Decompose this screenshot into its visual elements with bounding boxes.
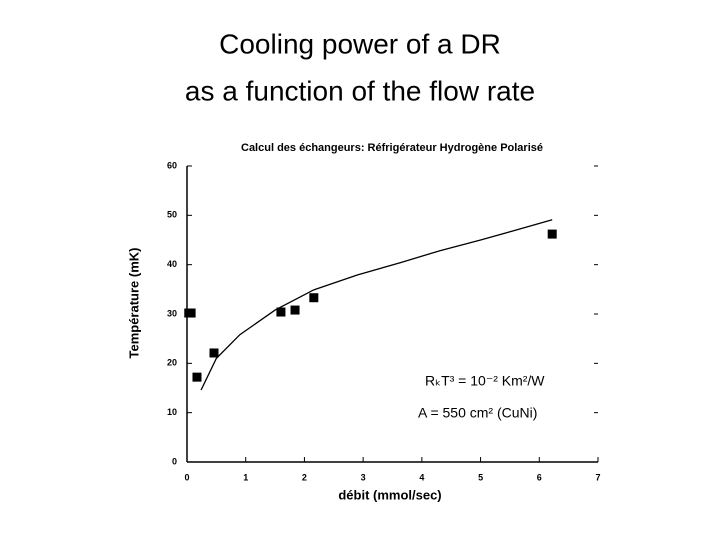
slide-title: Cooling power of a DR [219, 28, 501, 59]
x-tick-label: 0 [184, 472, 189, 482]
y-axis-label: Température (mK) [126, 247, 141, 358]
x-tick-label: 2 [302, 472, 307, 482]
y-tick-label: 0 [172, 456, 177, 466]
data-point [547, 229, 557, 239]
y-tick-label: 60 [167, 160, 177, 170]
x-tick-label: 4 [419, 472, 424, 482]
y-tick-label: 40 [167, 259, 177, 269]
annotation: A = 550 cm² (CuNi) [418, 405, 537, 421]
data-point [209, 348, 219, 358]
y-tick-label: 10 [167, 407, 177, 417]
slide-title: as a function of the flow rate [185, 75, 535, 106]
x-tick-label: 1 [243, 472, 248, 482]
x-tick-label: 5 [478, 472, 483, 482]
chart-title: Calcul des échangeurs: Réfrigérateur Hyd… [241, 142, 543, 154]
data-point [186, 308, 196, 318]
x-tick-label: 7 [595, 472, 600, 482]
data-point [290, 305, 300, 315]
data-point [192, 372, 202, 382]
y-tick-label: 30 [167, 308, 177, 318]
fit-curve [200, 219, 553, 391]
annotation: RₖT³ = 10⁻² Km²/W [425, 373, 545, 389]
y-tick-label: 50 [167, 210, 177, 220]
x-axis-label: débit (mmol/sec) [338, 487, 441, 502]
y-tick-label: 20 [167, 358, 177, 368]
x-tick-label: 6 [537, 472, 542, 482]
data-point [276, 307, 286, 317]
x-tick-label: 3 [361, 472, 366, 482]
data-point [309, 293, 319, 303]
